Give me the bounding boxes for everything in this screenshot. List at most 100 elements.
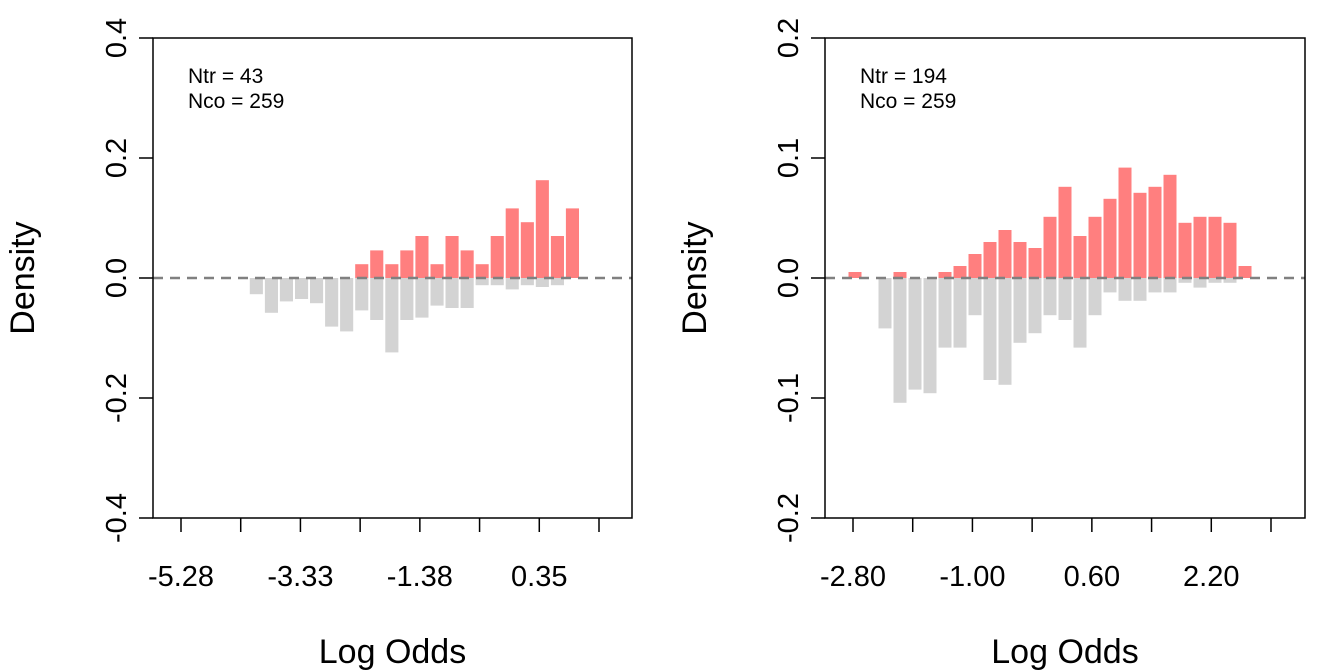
x-tick-label: -3.33 [267,561,333,593]
treated-bar [460,250,474,278]
control-bar [1148,278,1162,293]
treated-bar [1103,198,1117,278]
control-bar [535,278,549,287]
treated-bar [520,222,534,278]
treated-bar [1208,216,1222,278]
control-bar [1028,278,1042,334]
treated-bar [1073,236,1087,278]
treated-bar [445,236,459,278]
treated-bar [1118,167,1132,278]
treated-bar [490,236,504,278]
control-bar [1208,278,1222,283]
control-bar [279,278,293,302]
control-bar [460,278,474,308]
control-bar [385,278,399,353]
treated-bar [370,250,384,278]
control-bar [1013,278,1027,343]
treated-bar [1238,266,1252,278]
control-bar [340,278,354,332]
y-tick-label: 0.0 [101,258,133,298]
control-bar [475,278,489,286]
panel-1: -0.4 -0.2 0.0 0.2 0.4 -5.28 -3.33 -1.38 0.35 Log … [4,18,633,671]
panel-2: -0.2 -0.1 0.0 0.1 0.2 -2.80 -1.00 0.60 2.20 Log O… [676,18,1306,671]
control-bar [1088,278,1102,316]
control-bar [430,278,444,306]
control-bar [1043,278,1057,316]
x-tick-label: -5.28 [148,561,214,593]
treated-bar [1223,222,1237,278]
control-bar [400,278,414,320]
x-tick-label: -1.00 [939,561,1005,593]
control-bar [550,278,564,286]
treated-bar [953,266,967,278]
treated-bar [565,208,579,278]
treated-bar [1178,222,1192,278]
treated-bar [475,264,489,278]
control-bar [490,278,504,286]
control-bar [310,278,324,304]
control-bar [998,278,1012,385]
control-bar [953,278,967,348]
control-bar [355,278,369,311]
y-tick-label: 0.2 [773,18,805,58]
y-axis-title: Density [676,221,714,334]
control-bar [445,278,459,308]
x-tick-label: 0.35 [511,561,567,593]
treated-bar [1088,216,1102,278]
treated-bar [983,242,997,278]
control-bar [1223,278,1237,283]
y-tick-label: -0.4 [101,493,133,543]
treated-bar [1058,186,1072,278]
control-bar [520,278,534,286]
treated-bar [938,272,952,278]
treated-bar [550,236,564,278]
control-bar [1103,278,1117,293]
y-tick-label: -0.2 [101,373,133,423]
x-axis-title: Log Odds [319,633,466,671]
treated-bar [1133,192,1147,278]
control-bar [908,278,922,390]
control-count-label: Nco = 259 [860,90,956,113]
treated-bar [400,250,414,278]
x-tick-label: 0.60 [1064,561,1120,593]
control-bar [1073,278,1087,348]
control-bar [1133,278,1147,301]
treated-bar [385,264,399,278]
treated-count-label: Ntr = 43 [188,65,263,88]
treated-bar [1163,174,1177,278]
control-bar [878,278,892,329]
x-tick-label: 2.20 [1183,561,1239,593]
control-bar [1193,278,1207,288]
control-bar [325,278,339,327]
treated-bar [848,272,862,278]
control-bar [505,278,519,290]
treated-bar [1013,242,1027,278]
control-bar [249,278,263,295]
control-bar [983,278,997,380]
control-bar [923,278,937,394]
control-bar [1178,278,1192,283]
treated-bar [1148,186,1162,278]
treated-bar [1043,216,1057,278]
treated-count-label: Ntr = 194 [860,65,947,88]
y-tick-label: 0.0 [773,258,805,298]
control-bar [295,278,309,299]
control-bar [893,278,907,403]
control-bar [264,278,278,313]
treated-bar [415,236,429,278]
treated-bar [535,180,549,278]
treated-bar [893,272,907,278]
control-bar [968,278,982,316]
treated-bar [430,264,444,278]
control-bar [938,278,952,348]
x-tick-label: -2.80 [820,561,886,593]
treated-bar [968,254,982,278]
y-axis-title: Density [4,221,42,334]
x-axis-title: Log Odds [991,633,1138,671]
control-bar [415,278,429,318]
y-tick-label: -0.1 [773,373,805,423]
x-tick-label: -1.38 [387,561,453,593]
treated-bar [1028,248,1042,278]
control-bar [370,278,384,320]
